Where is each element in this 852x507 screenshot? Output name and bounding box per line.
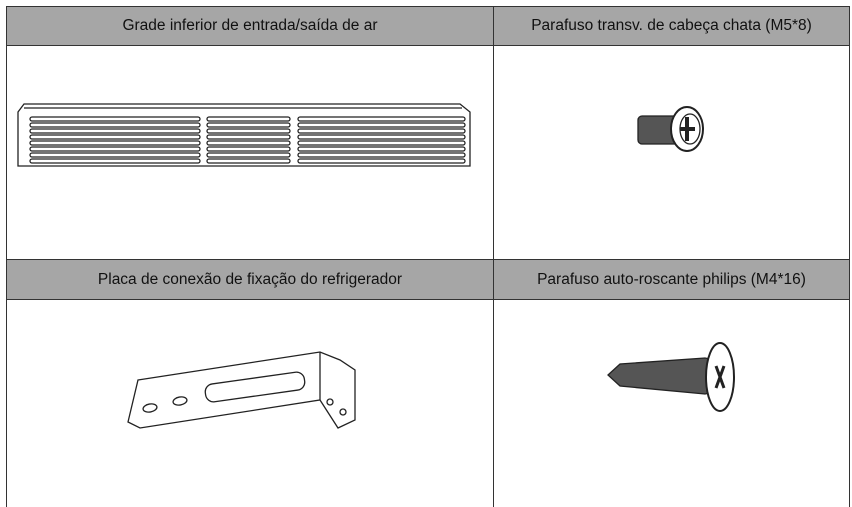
cell-header: Placa de conexão de fixação do refrigera… bbox=[6, 259, 494, 300]
border bbox=[849, 6, 850, 507]
cell-header: Grade inferior de entrada/saída de ar bbox=[6, 6, 494, 46]
bracket bbox=[127, 351, 356, 429]
cell-header: Parafuso transv. de cabeça chata (M5*8) bbox=[493, 6, 850, 46]
screw-m4 bbox=[607, 342, 735, 412]
cell-header: Parafuso auto-roscante philips (M4*16) bbox=[493, 259, 850, 300]
screw-m5 bbox=[637, 106, 704, 152]
border bbox=[493, 6, 494, 507]
grille bbox=[17, 103, 471, 167]
border bbox=[6, 6, 7, 507]
